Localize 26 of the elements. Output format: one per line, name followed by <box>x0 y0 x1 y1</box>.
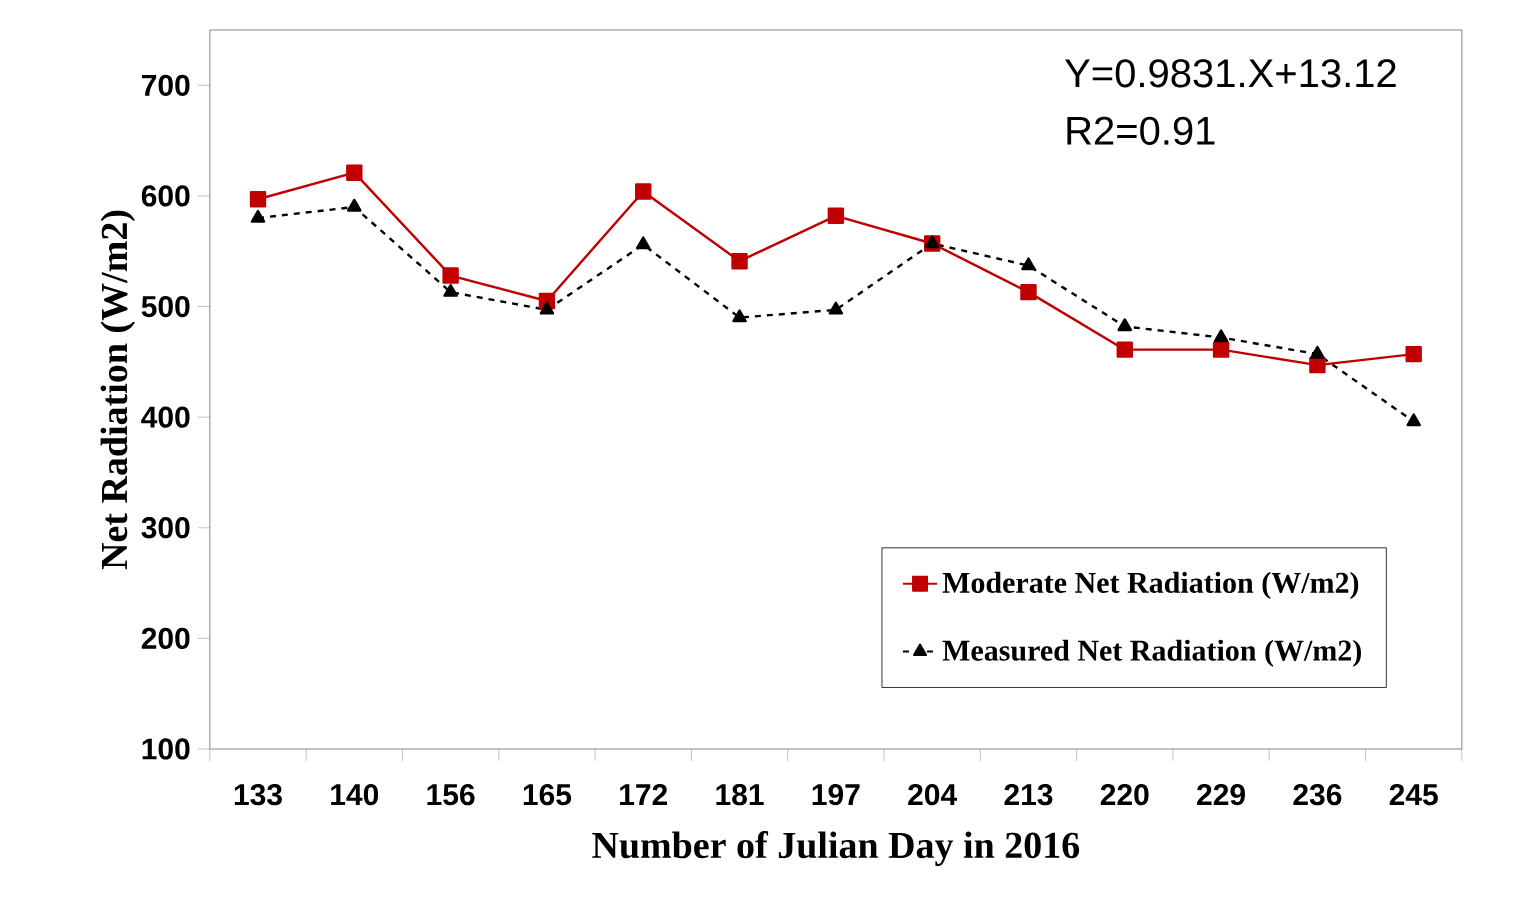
y-axis-title: Net Radiation (W/m2) <box>100 210 136 570</box>
x-tick-label: 213 <box>1004 784 1053 806</box>
y-tick-label: 200 <box>141 627 190 649</box>
annotation: R2=0.91 <box>1067 116 1215 145</box>
y-tick-label: 300 <box>141 517 190 539</box>
y-tick-label: 400 <box>141 406 190 428</box>
legend-label: Measured Net Radiation (W/m2) <box>942 639 1361 667</box>
y-tick-label: 600 <box>141 185 190 207</box>
x-tick-label: 133 <box>234 784 282 806</box>
x-tick-label: 172 <box>620 784 668 805</box>
y-tick-label: 100 <box>142 738 190 760</box>
x-tick-label: 236 <box>1293 784 1342 806</box>
legend-label: Moderate Net Radiation (W/m2) <box>942 571 1359 600</box>
x-tick-label: 197 <box>812 784 860 806</box>
x-tick-label: 245 <box>1389 784 1438 806</box>
x-tick-label: 140 <box>331 784 379 806</box>
y-tick-label: 700 <box>142 74 190 96</box>
x-tick-label: 165 <box>523 784 572 806</box>
x-tick-label: 229 <box>1197 784 1245 806</box>
x-tick-label: 220 <box>1100 784 1149 806</box>
x-tick-label: 204 <box>908 784 958 806</box>
annotation: Y=0.9831.X+13.12 <box>1065 59 1396 88</box>
y-tick-label: 500 <box>141 295 190 318</box>
x-tick-label: 181 <box>716 784 764 806</box>
x-axis-title: Number of Julian Day in 2016 <box>592 831 1080 867</box>
x-tick-label: 156 <box>427 784 475 806</box>
